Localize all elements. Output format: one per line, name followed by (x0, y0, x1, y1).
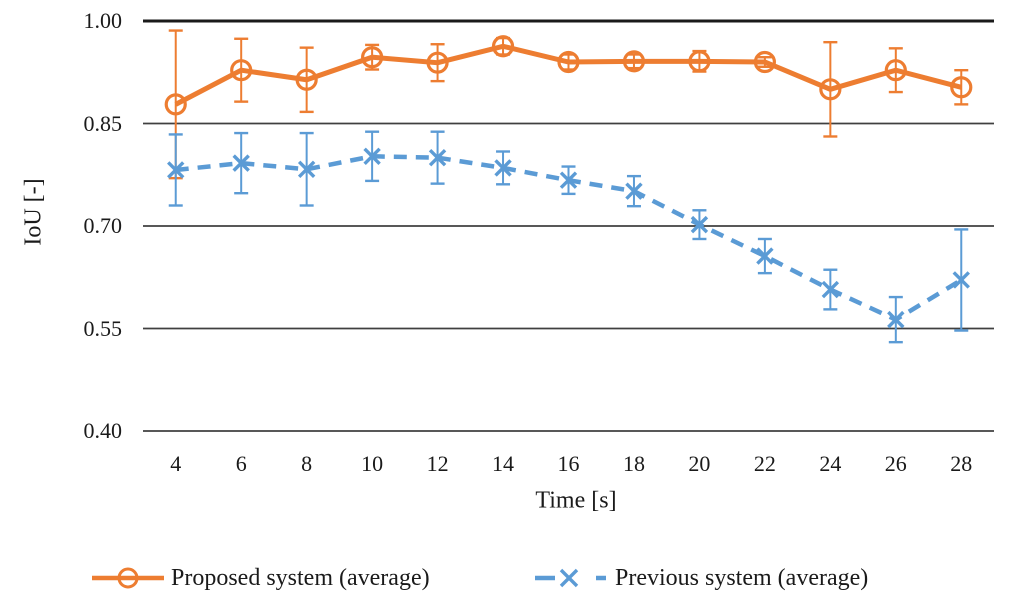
circle-marker (230, 59, 253, 82)
x-tick-label: 16 (557, 451, 580, 476)
x-marker-stroke (167, 161, 185, 179)
x-marker (363, 147, 381, 166)
circle-marker (491, 35, 515, 58)
x-marker (887, 310, 905, 329)
x-tick-label: 18 (622, 451, 645, 476)
x-marker-stroke (690, 215, 709, 234)
x-marker (625, 182, 643, 200)
x-tick-label: 28 (950, 451, 973, 476)
x-marker (756, 247, 774, 265)
legend-marker-dashed-line-x-icon (535, 568, 606, 588)
circle-marker (426, 51, 449, 74)
x-tick-label: 4 (170, 451, 182, 476)
legend-x-marker (559, 568, 579, 588)
x-axis-title: Time [s] (535, 487, 617, 514)
circle-marker (164, 93, 187, 116)
y-tick-label: 0.70 (83, 213, 123, 238)
x-marker-stroke (952, 271, 970, 289)
y-tick-label: 0.85 (83, 110, 123, 136)
x-marker (167, 161, 185, 179)
x-marker (297, 160, 316, 178)
circle-marker (622, 50, 646, 73)
x-marker (690, 215, 709, 234)
x-marker (952, 271, 970, 289)
x-marker-stroke (428, 148, 447, 167)
circle-marker (950, 76, 973, 99)
series-line-solid (174, 43, 962, 107)
x-marker-stroke (887, 310, 905, 329)
circle-marker (361, 46, 384, 69)
legend-circle-marker (117, 567, 139, 589)
x-tick-label: 14 (492, 451, 515, 476)
x-tick-label: 24 (819, 451, 842, 476)
legend-marker-solid-line-circle-icon (92, 567, 164, 589)
series-previous (167, 130, 970, 344)
legend-entry-proposed-system: Proposed system (average) (92, 564, 430, 592)
legend-entry-previous-system: Previous system (average) (534, 564, 868, 592)
x-marker-stroke (756, 247, 774, 265)
x-marker (232, 154, 250, 172)
x-marker (821, 280, 840, 299)
x-tick-label: 10 (361, 451, 384, 476)
x-marker (494, 159, 512, 177)
x-tick-label: 20 (688, 451, 711, 476)
x-marker-stroke (297, 160, 316, 178)
x-marker-stroke (625, 182, 643, 200)
y-tick-label: 0.55 (83, 315, 123, 341)
x-marker-stroke (232, 154, 250, 172)
circle-marker (884, 59, 907, 82)
x-marker-stroke (494, 159, 512, 177)
circle-marker (753, 50, 776, 74)
y-tick-label: 0.40 (83, 418, 123, 443)
x-marker (428, 148, 447, 167)
x-marker (559, 171, 578, 189)
x-marker-stroke (559, 171, 578, 189)
x-tick-label: 22 (753, 451, 776, 476)
circle-marker (688, 50, 711, 73)
circle-marker (295, 68, 318, 91)
circle-marker (557, 50, 580, 74)
y-tick-label: 1.00 (83, 8, 123, 33)
x-tick-label: 26 (884, 451, 907, 476)
x-marker-stroke (821, 280, 840, 299)
x-tick-label: 6 (235, 451, 247, 476)
x-tick-label: 8 (301, 451, 313, 476)
legend-label-previous-system: Previous system (average) (615, 564, 869, 591)
legend-label-proposed-system: Proposed system (average) (171, 564, 430, 591)
x-tick-label: 12 (426, 451, 449, 476)
x-marker-stroke (363, 147, 381, 166)
circle-marker (819, 78, 842, 101)
series-proposed (164, 29, 973, 180)
